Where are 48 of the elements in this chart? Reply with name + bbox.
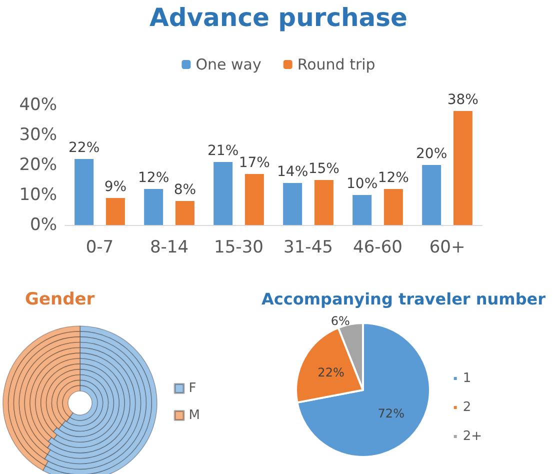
x-tick-label: 60+ — [429, 238, 466, 258]
y-tick-label: 10% — [19, 185, 57, 205]
legend-label: F — [188, 381, 196, 396]
data-label: 38% — [447, 92, 478, 108]
y-tick-label: 20% — [19, 155, 57, 175]
bar — [175, 201, 194, 225]
bar — [453, 111, 472, 225]
data-label: 17% — [238, 155, 270, 171]
legend-label: One way — [196, 56, 262, 74]
bar — [74, 159, 94, 225]
data-label: 10% — [346, 176, 378, 192]
data-label: 14% — [277, 164, 308, 180]
bar — [283, 183, 302, 225]
chart-title: Advance purchase — [149, 3, 408, 32]
bar — [214, 162, 233, 225]
data-label: 22% — [318, 365, 344, 380]
legend-label: 2+ — [462, 429, 482, 444]
data-label: 21% — [208, 143, 239, 159]
data-label: 15% — [308, 161, 340, 177]
y-tick-label: 0% — [30, 215, 57, 235]
legend-label: 1 — [462, 371, 472, 386]
chart-title: Gender — [25, 290, 96, 310]
bar — [422, 165, 442, 225]
data-label: 12% — [138, 170, 170, 186]
y-tick-label: 30% — [19, 125, 57, 145]
legend-label: Round trip — [297, 56, 376, 74]
data-label: 8% — [174, 182, 196, 198]
bar — [144, 189, 164, 225]
data-label: 72% — [378, 406, 404, 420]
data-label: 22% — [68, 140, 100, 156]
data-label: 20% — [416, 146, 448, 162]
x-tick-label: 31-45 — [284, 238, 333, 258]
bar — [384, 189, 403, 225]
data-label: 12% — [378, 170, 409, 186]
x-tick-label: 46-60 — [353, 238, 402, 258]
x-tick-label: 8-14 — [150, 238, 189, 258]
x-tick-label: 15-30 — [214, 238, 264, 258]
bar — [106, 198, 125, 225]
data-label: 9% — [104, 179, 127, 195]
bar — [352, 195, 372, 225]
bar — [314, 180, 334, 225]
x-tick-label: 0-7 — [86, 238, 114, 258]
chart-title: Accompanying traveler number — [261, 290, 546, 308]
y-tick-label: 40% — [19, 95, 57, 115]
bar — [244, 174, 264, 225]
data-label: 6% — [330, 314, 350, 328]
legend-label: M — [188, 408, 200, 423]
legend-label: 2 — [462, 400, 472, 415]
